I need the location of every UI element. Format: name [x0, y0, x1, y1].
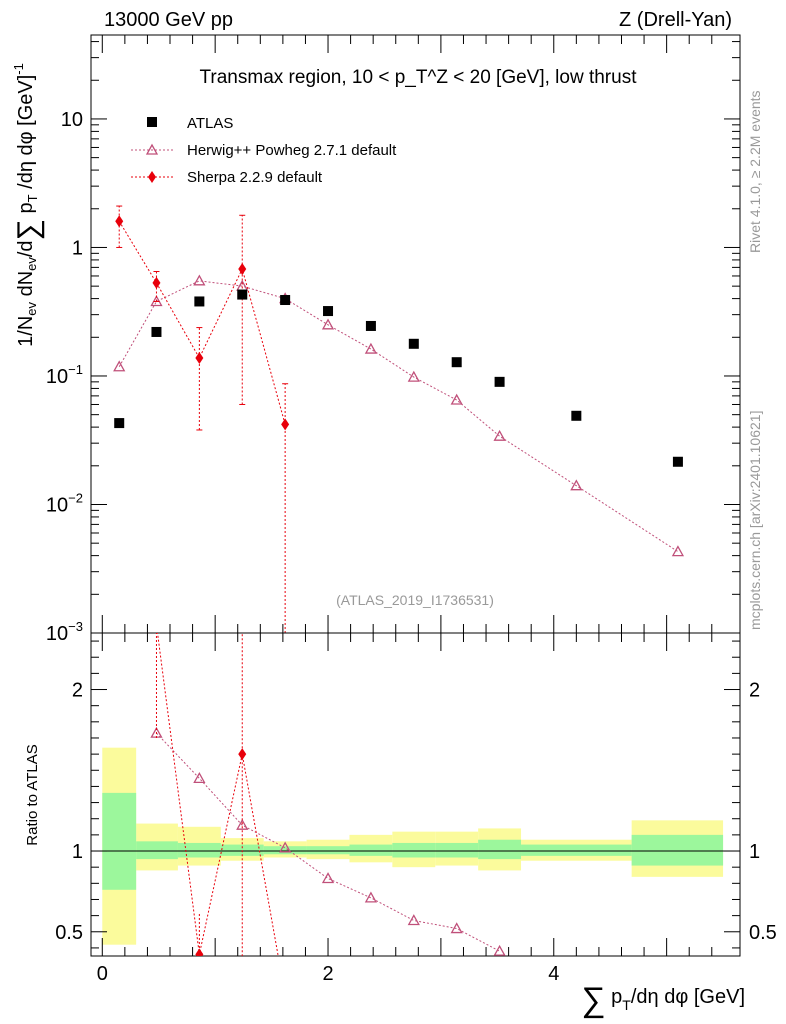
ratio-herwig-point	[450, 922, 463, 934]
legend-sherpa-label: Sherpa 2.2.9 default	[187, 169, 323, 186]
y-tick-label: 10−3	[46, 619, 83, 645]
ratio-herwig-point	[493, 944, 506, 956]
ratio-band-inner	[220, 844, 264, 856]
atlas-point	[494, 376, 505, 387]
ratio-herwig-point	[321, 872, 335, 884]
legend-herwig-marker	[145, 143, 159, 155]
atlas-point	[451, 357, 462, 368]
ratio-y-axis-label: Ratio to ATLAS	[24, 744, 41, 845]
sherpa-point	[281, 418, 290, 431]
herwig-point	[407, 370, 420, 382]
atlas-point	[151, 326, 162, 337]
legend-atlas-marker	[147, 117, 157, 127]
atlas-point	[280, 295, 291, 306]
ratio-band-inner	[392, 842, 436, 858]
ratio-band-inner	[435, 842, 479, 858]
ratio-band-inner	[263, 846, 307, 855]
sherpa-point	[238, 262, 247, 275]
sherpa-point	[195, 351, 204, 364]
ratio-band-inner	[136, 841, 178, 860]
herwig-point	[150, 295, 163, 307]
herwig-point	[493, 429, 506, 441]
ratio-band-inner	[349, 844, 393, 856]
herwig-point	[321, 318, 335, 330]
ratio-herwig-point	[364, 891, 378, 903]
x-tick-label: 0	[97, 963, 108, 985]
sherpa-line	[118, 220, 286, 425]
main-title: Transmax region, 10 < p_T^Z < 20 [GeV], …	[200, 67, 638, 88]
ratio-y-tick-label-right: 1	[749, 841, 760, 863]
y-tick-label: 10	[61, 109, 83, 131]
sherpa-point	[115, 215, 124, 228]
main-y-axis-label: 1/Nev dNev/d∑ pT /dη dφ [GeV]-1	[11, 63, 45, 347]
header-right: Z (Drell-Yan)	[619, 9, 732, 31]
atlas-point	[571, 410, 582, 421]
sherpa-point	[152, 276, 161, 289]
ratio-sherpa-point	[195, 948, 204, 956]
ratio-panel: 0.5 0.5 1 1 2 2 0 2 4 Ratio to ATLAS	[24, 632, 777, 985]
ratio-sherpa-line	[157, 633, 279, 956]
herwig-point	[671, 545, 685, 557]
legend: ATLAS Herwig++ Powheg 2.7.1 default Sher…	[131, 115, 397, 186]
side-mcplots: mcplots.cern.ch [arXiv:2401.10621]	[747, 411, 763, 630]
atlas-point	[114, 418, 125, 429]
herwig-point	[193, 274, 206, 286]
ratio-band-inner	[521, 844, 632, 856]
ratio-herwig-point	[407, 914, 420, 926]
y-tick-label: 10−2	[46, 490, 83, 516]
side-rivet: Rivet 4.1.0, ≥ 2.2M events	[747, 90, 763, 253]
ratio-sherpa-point	[238, 748, 247, 761]
ratio-band-inner	[478, 839, 522, 860]
herwig-line	[118, 280, 679, 553]
y-tick-label: 10−1	[46, 362, 83, 388]
herwig-point	[364, 342, 378, 354]
ratio-y-tick-label: 0.5	[55, 922, 83, 944]
ratio-band-inner	[306, 846, 350, 855]
y-tick-label: 1	[72, 237, 83, 259]
atlas-point	[672, 456, 683, 467]
legend-sherpa-marker	[148, 171, 156, 183]
watermark: (ATLAS_2019_I1736531)	[336, 592, 494, 608]
ratio-y-tick-label: 2	[72, 680, 83, 702]
herwig-point	[113, 360, 126, 372]
header-left: 13000 GeV pp	[104, 9, 233, 31]
ratio-frame	[90, 632, 741, 957]
ratio-y-tick-label-right: 2	[749, 680, 760, 702]
x-axis-label: ∑ pT/dη dφ [GeV]	[581, 981, 745, 1019]
ratio-herwig-point	[193, 772, 206, 783]
ratio-band-inner	[177, 842, 221, 858]
herwig-point	[450, 393, 463, 405]
x-tick-label: 4	[548, 963, 559, 985]
x-tick-label: 2	[322, 963, 333, 985]
atlas-point	[323, 306, 334, 317]
ratio-y-tick-label: 1	[72, 841, 83, 863]
atlas-point	[408, 338, 419, 349]
ratio-herwig-point	[279, 841, 292, 853]
ratio-y-tick-label-right: 0.5	[749, 922, 777, 944]
ratio-series-group	[150, 633, 506, 956]
legend-atlas-label: ATLAS	[187, 115, 233, 132]
ratio-band-inner	[102, 792, 137, 890]
ratio-herwig-point	[236, 818, 249, 830]
legend-herwig-label: Herwig++ Powheg 2.7.1 default	[187, 142, 397, 159]
herwig-point	[570, 479, 583, 491]
main-panel: Transmax region, 10 < p_T^Z < 20 [GeV], …	[11, 34, 741, 645]
atlas-point	[194, 296, 205, 307]
atlas-point	[365, 320, 376, 331]
ratio-band-inner	[631, 834, 724, 866]
atlas-point	[237, 289, 248, 300]
